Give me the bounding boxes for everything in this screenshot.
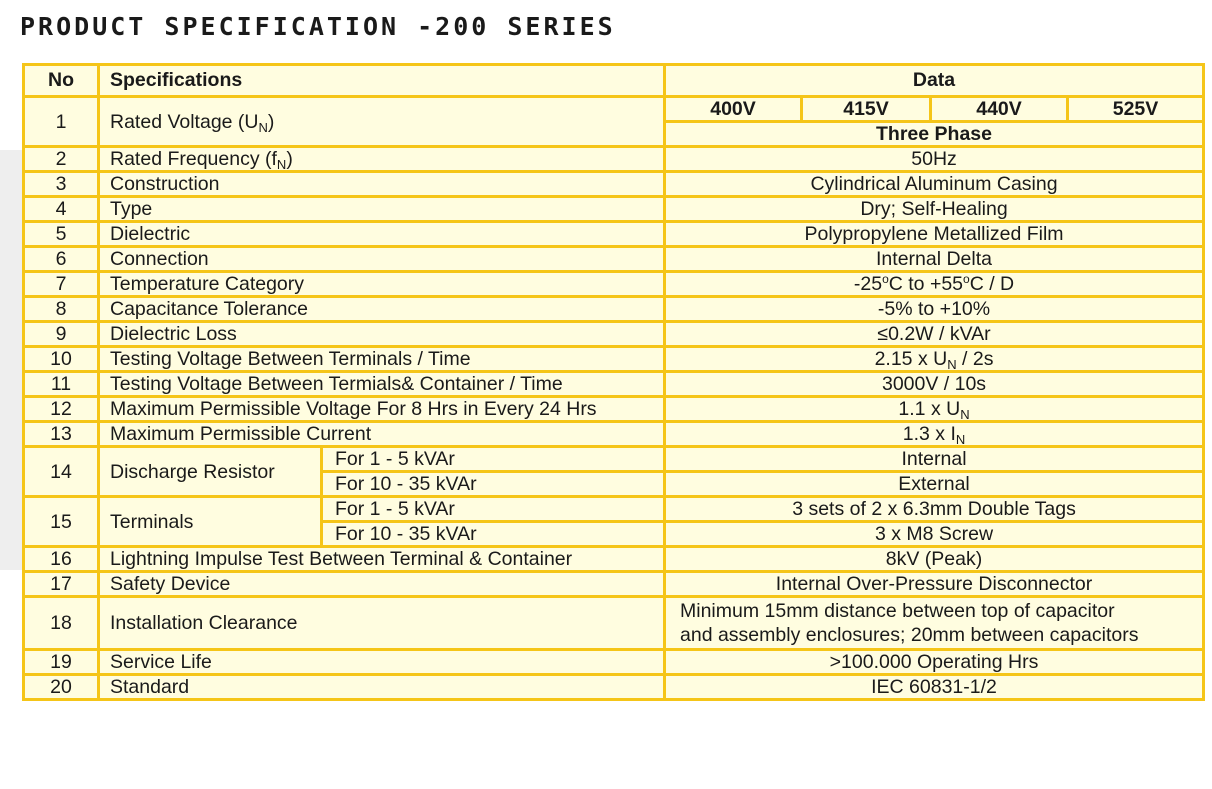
specification-table: No Specifications Data 1 Rated Voltage (… bbox=[22, 63, 1206, 701]
spec-sublabel: For 1 - 5 kVAr bbox=[320, 495, 666, 523]
row-number: 1 bbox=[22, 95, 100, 148]
table-row: For 10 - 35 kVAr External bbox=[24, 470, 1206, 498]
row-number: 16 bbox=[22, 545, 100, 573]
row-number: 6 bbox=[22, 245, 100, 273]
spec-value: ≤0.2W / kVAr bbox=[662, 320, 1206, 348]
voltage-415: 415V bbox=[800, 95, 932, 123]
spec-label: Terminals bbox=[97, 495, 323, 548]
table-row: 15 Terminals For 1 - 5 kVAr 3 sets of 2 … bbox=[22, 495, 1206, 548]
spec-label: Construction bbox=[97, 170, 666, 198]
spec-label: Rated Voltage (UN) bbox=[97, 95, 666, 148]
table-row: 3 Construction Cylindrical Aluminum Casi… bbox=[22, 170, 1206, 198]
row-number: 19 bbox=[22, 648, 100, 676]
spec-value: 50Hz bbox=[662, 145, 1206, 173]
table-row: 11 Testing Voltage Between Termials& Con… bbox=[22, 370, 1206, 398]
spec-value: Minimum 15mm distance between top of cap… bbox=[662, 595, 1206, 651]
spec-value: -25oC to +55oC / D bbox=[662, 270, 1206, 298]
row-number: 8 bbox=[22, 295, 100, 323]
spec-value: Cylindrical Aluminum Casing bbox=[662, 170, 1206, 198]
table-row: 7 Temperature Category -25oC to +55oC / … bbox=[22, 270, 1206, 298]
spec-label: Maximum Permissible Voltage For 8 Hrs in… bbox=[97, 395, 666, 423]
spec-label: Safety Device bbox=[97, 570, 666, 598]
spec-label: Testing Voltage Between Termials& Contai… bbox=[97, 370, 666, 398]
table-row: 16 Lightning Impulse Test Between Termin… bbox=[22, 545, 1206, 573]
table-row: 10 Testing Voltage Between Terminals / T… bbox=[22, 345, 1206, 373]
spec-label: Connection bbox=[97, 245, 666, 273]
spec-value: >100.000 Operating Hrs bbox=[662, 648, 1206, 676]
spec-value: 3 x M8 Screw bbox=[662, 520, 1206, 548]
spec-value: 1.1 x UN bbox=[662, 395, 1206, 423]
row-number: 13 bbox=[22, 420, 100, 448]
spec-label: Type bbox=[97, 195, 666, 223]
table-row: 5 Dielectric Polypropylene Metallized Fi… bbox=[22, 220, 1206, 248]
spec-value: IEC 60831-1/2 bbox=[662, 673, 1206, 701]
spec-label: Lightning Impulse Test Between Terminal … bbox=[97, 545, 666, 573]
header-data: Data bbox=[662, 63, 1206, 98]
table-row: 9 Dielectric Loss ≤0.2W / kVAr bbox=[22, 320, 1206, 348]
spec-value: Internal Delta bbox=[662, 245, 1206, 273]
spec-value: 3 sets of 2 x 6.3mm Double Tags bbox=[662, 495, 1206, 523]
table-row: 13 Maximum Permissible Current 1.3 x IN bbox=[22, 420, 1206, 448]
spec-label: Service Life bbox=[97, 648, 666, 676]
header-no: No bbox=[22, 63, 100, 98]
table-row: 4 Type Dry; Self-Healing bbox=[22, 195, 1206, 223]
row-number: 18 bbox=[22, 595, 100, 651]
row-number: 12 bbox=[22, 395, 100, 423]
table-row: 1 Rated Voltage (UN) 400V 415V 440V 525V bbox=[22, 95, 1206, 148]
table-row: 12 Maximum Permissible Voltage For 8 Hrs… bbox=[22, 395, 1206, 423]
row-number: 2 bbox=[22, 145, 100, 173]
spec-value: Dry; Self-Healing bbox=[662, 195, 1206, 223]
table-row: 18 Installation Clearance Minimum 15mm d… bbox=[22, 595, 1206, 651]
spec-label: Discharge Resistor bbox=[97, 445, 323, 498]
spec-label: Testing Voltage Between Terminals / Time bbox=[97, 345, 666, 373]
spec-sublabel: For 1 - 5 kVAr bbox=[320, 445, 666, 473]
phase-value: Three Phase bbox=[662, 120, 1206, 148]
spec-sublabel: For 10 - 35 kVAr bbox=[320, 470, 666, 498]
row-number: 15 bbox=[22, 495, 100, 548]
spec-label: Dielectric Loss bbox=[97, 320, 666, 348]
row-number: 10 bbox=[22, 345, 100, 373]
spec-label: Rated Frequency (fN) bbox=[97, 145, 666, 173]
voltage-400: 400V bbox=[663, 95, 803, 123]
spec-value: Internal bbox=[662, 445, 1206, 473]
spec-label: Dielectric bbox=[97, 220, 666, 248]
spec-value: 1.3 x IN bbox=[662, 420, 1206, 448]
spec-value: 8kV (Peak) bbox=[662, 545, 1206, 573]
row-number: 7 bbox=[22, 270, 100, 298]
voltage-525: 525V bbox=[1065, 95, 1206, 123]
row-number: 14 bbox=[22, 445, 100, 498]
spec-label: Temperature Category bbox=[97, 270, 666, 298]
table-row: For 10 - 35 kVAr 3 x M8 Screw bbox=[24, 520, 1206, 548]
row-number: 20 bbox=[22, 673, 100, 701]
table-row: 14 Discharge Resistor For 1 - 5 kVAr Int… bbox=[22, 445, 1206, 498]
spec-value: Internal Over-Pressure Disconnector bbox=[662, 570, 1206, 598]
spec-label: Standard bbox=[97, 673, 666, 701]
spec-value: -5% to +10% bbox=[662, 295, 1206, 323]
row-number: 5 bbox=[22, 220, 100, 248]
table-row: 2 Rated Frequency (fN) 50Hz bbox=[22, 145, 1206, 173]
spec-label: Installation Clearance bbox=[97, 595, 666, 651]
spec-label: Maximum Permissible Current bbox=[97, 420, 666, 448]
table-header-row: No Specifications Data bbox=[22, 63, 1206, 98]
row-number: 4 bbox=[22, 195, 100, 223]
row-number: 3 bbox=[22, 170, 100, 198]
table-row: 6 Connection Internal Delta bbox=[22, 245, 1206, 273]
voltage-440: 440V bbox=[929, 95, 1069, 123]
table-row: 19 Service Life >100.000 Operating Hrs bbox=[22, 648, 1206, 676]
row-number: 9 bbox=[22, 320, 100, 348]
page-title: PRODUCT SPECIFICATION -200 SERIES bbox=[20, 12, 616, 41]
table-row: Three Phase bbox=[24, 120, 1206, 148]
spec-label: Capacitance Tolerance bbox=[97, 295, 666, 323]
table-row: 20 Standard IEC 60831-1/2 bbox=[22, 673, 1206, 701]
header-specifications: Specifications bbox=[97, 63, 666, 98]
table-row: 17 Safety Device Internal Over-Pressure … bbox=[22, 570, 1206, 598]
row-number: 11 bbox=[22, 370, 100, 398]
spec-value: 3000V / 10s bbox=[662, 370, 1206, 398]
spec-value: External bbox=[662, 470, 1206, 498]
spec-value: 2.15 x UN / 2s bbox=[662, 345, 1206, 373]
spec-sublabel: For 10 - 35 kVAr bbox=[320, 520, 666, 548]
spec-value: Polypropylene Metallized Film bbox=[662, 220, 1206, 248]
row-number: 17 bbox=[22, 570, 100, 598]
table-row: 8 Capacitance Tolerance -5% to +10% bbox=[22, 295, 1206, 323]
